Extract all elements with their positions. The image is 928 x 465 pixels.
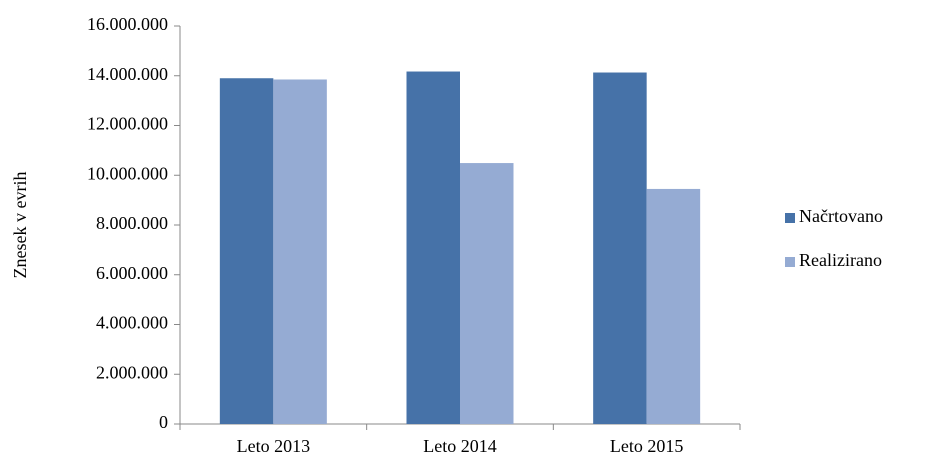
y-tick-label: 16.000.000 bbox=[87, 14, 168, 34]
y-tick-label: 0 bbox=[159, 412, 168, 432]
y-tick-label: 6.000.000 bbox=[96, 263, 168, 283]
y-tick-label: 8.000.000 bbox=[96, 213, 168, 233]
legend-swatch bbox=[785, 257, 795, 267]
bar bbox=[273, 79, 327, 424]
y-tick-label: 4.000.000 bbox=[96, 313, 168, 333]
bar bbox=[593, 72, 647, 425]
bar bbox=[406, 71, 460, 425]
bar bbox=[646, 188, 701, 424]
bar bbox=[219, 78, 274, 425]
x-tick-label: Leto 2015 bbox=[610, 436, 684, 456]
legend-swatch bbox=[785, 213, 795, 223]
y-tick-label: 12.000.000 bbox=[87, 114, 168, 134]
y-axis-label: Znesek v evrih bbox=[10, 172, 30, 279]
y-tick-label: 10.000.000 bbox=[87, 163, 168, 183]
x-tick-label: Leto 2014 bbox=[423, 436, 497, 456]
x-tick-label: Leto 2013 bbox=[237, 436, 311, 456]
legend-label: Realizirano bbox=[799, 250, 882, 270]
y-tick-label: 14.000.000 bbox=[87, 64, 168, 84]
y-tick-label: 2.000.000 bbox=[96, 362, 168, 382]
bar bbox=[460, 163, 514, 424]
legend-label: Načrtovano bbox=[799, 206, 883, 226]
